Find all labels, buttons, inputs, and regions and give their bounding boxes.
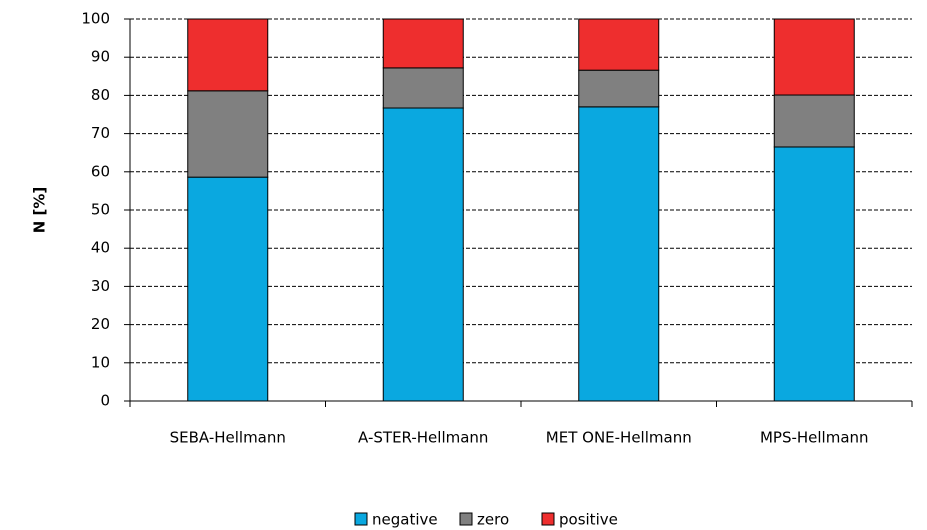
y-axis-label: N [%] [31,187,49,234]
legend-swatch [459,512,473,526]
y-tick-label: 20 [91,315,110,333]
bar-segment [382,67,464,109]
y-tick-label: 30 [91,277,110,295]
x-tick-label: MET ONE-Hellmann [546,429,692,447]
bar-segment [773,94,855,148]
y-tick-label: 0 [100,392,110,410]
y-tick-label: 40 [91,239,110,257]
bar-segment [187,176,269,402]
legend-swatch [354,512,368,526]
x-tick-label: SEBA-Hellmann [170,429,286,447]
y-tick-label: 80 [91,86,110,104]
legend-swatch [541,512,555,526]
y-tick-label: 60 [91,162,110,180]
y-tick-label: 70 [91,124,110,142]
legend-label: positive [559,511,618,529]
bar-segment [382,107,464,402]
bar-segment [382,18,464,69]
legend-label: negative [372,511,438,529]
bar-segment [773,18,855,96]
y-tick-label: 10 [91,353,110,371]
bar-segment [578,106,660,402]
y-tick-label: 50 [91,201,110,219]
legend-label: zero [477,511,509,529]
y-tick-label: 90 [91,48,110,66]
bar-segment [187,18,269,92]
x-tick-label: MPS-Hellmann [760,429,869,447]
bar-segment [578,18,660,71]
y-tick-label: 100 [81,10,110,28]
bar-segment [187,90,269,178]
bar-segment [773,146,855,402]
x-tick-label: A-STER-Hellmann [358,429,488,447]
bar-segment [578,69,660,108]
